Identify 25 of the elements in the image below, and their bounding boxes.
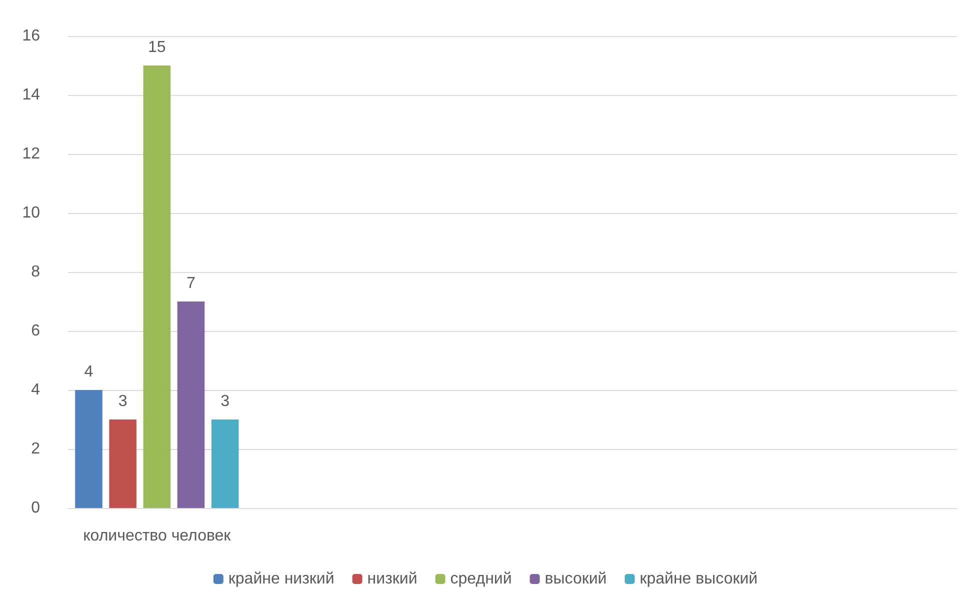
y-tick-label: 14 (22, 86, 40, 104)
legend-label: средний (450, 570, 512, 588)
legend-label: крайне высокий (640, 570, 758, 588)
legend-label: низкий (367, 570, 418, 588)
data-label: 3 (220, 393, 230, 410)
y-tick-label: 6 (31, 322, 40, 340)
x-tick-label: количество человек (83, 528, 232, 544)
bar (75, 390, 102, 508)
bar (211, 420, 239, 508)
y-tick-label: 8 (31, 264, 40, 280)
y-tick-label: 12 (22, 146, 40, 162)
y-tick-label: 10 (22, 204, 40, 222)
bar (109, 420, 136, 508)
y-tick-label: 2 (31, 440, 40, 458)
legend-label: крайне низкий (228, 570, 334, 588)
bar (143, 66, 171, 508)
data-label: 4 (84, 364, 94, 380)
data-label: 7 (186, 275, 196, 292)
y-tick-label: 16 (22, 28, 40, 44)
data-label: 3 (118, 393, 128, 410)
bar (177, 302, 205, 508)
legend-label: высокий (544, 570, 607, 588)
y-tick-label: 0 (31, 500, 40, 516)
y-tick-label: 4 (31, 382, 40, 398)
data-label: 15 (148, 39, 166, 56)
